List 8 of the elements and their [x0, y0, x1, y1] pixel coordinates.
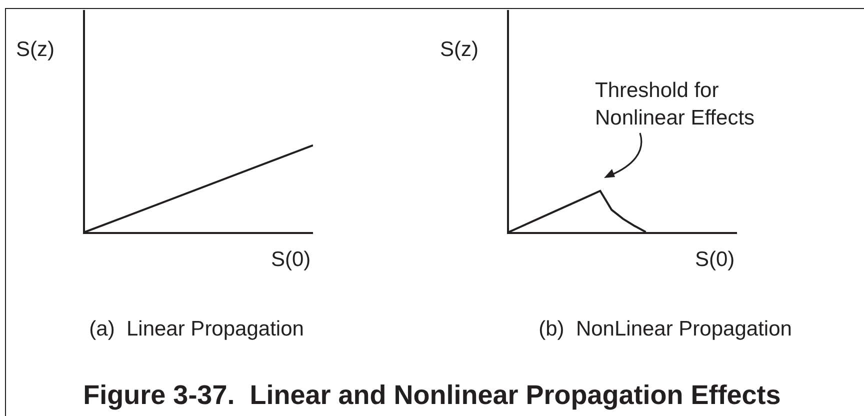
x-axis-title: S(0)	[271, 248, 311, 271]
text: Threshold for Nonlinear Effects	[595, 79, 755, 130]
caption: Figure 3-37. Linear and Nonlinear Propagation Effects	[82, 380, 782, 411]
x-axis-title: S(0)	[695, 248, 735, 271]
text: (a) Linear Propagation	[89, 317, 304, 340]
y-axis-title: S(z)	[440, 38, 478, 61]
y-axis-title: S(z)	[16, 38, 54, 61]
text: (b) NonLinear Propagation	[538, 317, 792, 340]
